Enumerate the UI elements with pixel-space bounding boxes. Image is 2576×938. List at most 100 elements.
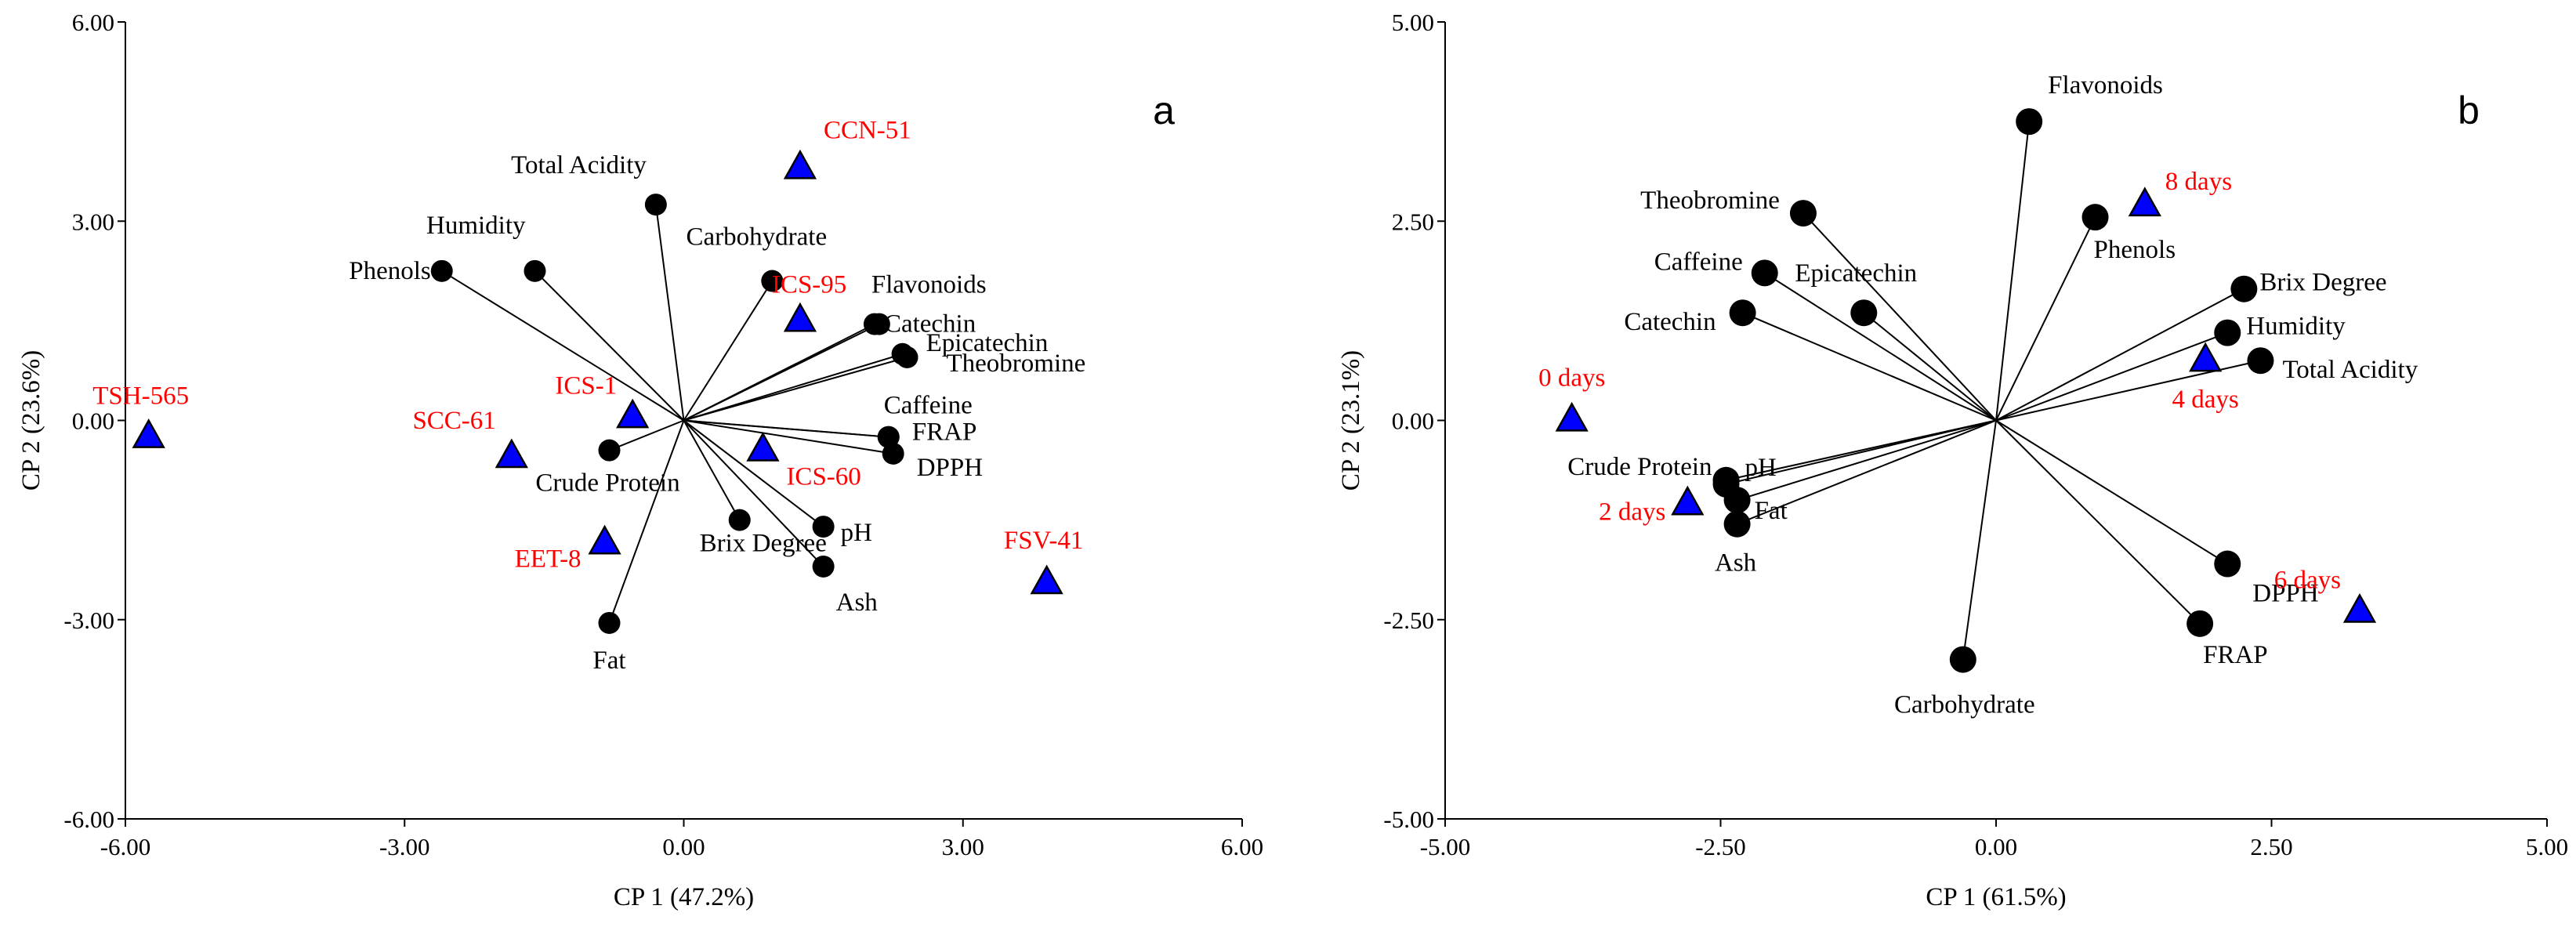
x-tick-label: 6.00 <box>1221 833 1263 860</box>
variable-point-ash <box>812 555 835 578</box>
variable-label-ph: pH <box>841 519 872 547</box>
sample-marker-ccn-51 <box>783 149 817 179</box>
variable-point-fat <box>598 611 621 634</box>
loading-vector-phenols <box>1995 216 2096 421</box>
loading-vector-flavonoids <box>1995 121 2031 421</box>
variable-label-epicatechin: Epicatechin <box>1795 259 1917 288</box>
y-tick-label: 2.50 <box>1392 208 1434 235</box>
variable-label-caffeine: Caffeine <box>1654 248 1743 276</box>
sample-marker-ics-1 <box>616 398 650 429</box>
panel-a: -6.00 -3.00 0.00 3.00 6.00 6.00 3.00 0.00 -3.00 -… <box>17 9 1263 911</box>
variable-label-fat: Fat <box>592 646 625 675</box>
variable-point-catechin <box>863 313 886 335</box>
variable-point-crude-protein <box>598 439 621 462</box>
loading-vector-ash <box>1737 419 1997 525</box>
variable-label-ash: Ash <box>836 589 879 617</box>
loading-vector-brix-degree <box>1995 288 2244 422</box>
loading-vector-total-acidity <box>654 204 685 421</box>
loading-vector-humidity <box>1995 331 2228 422</box>
y-tick-label: -5.00 <box>1383 806 1434 833</box>
sample-marker-fsv-41 <box>1030 564 1063 595</box>
x-axis-title: CP 1 (61.5%) <box>1926 883 2066 911</box>
y-tick-label: -3.00 <box>63 607 114 634</box>
loading-vector-caffeine <box>1764 272 1997 422</box>
sample-label-2-days: 2 days <box>1599 498 1665 526</box>
loading-vector-ash <box>683 419 824 567</box>
variable-point-caffeine <box>1751 259 1778 287</box>
loading-vector-crude-protein <box>609 419 684 451</box>
variable-label-crude-protein: Crude Protein <box>1567 453 1712 481</box>
x-tick-label: 0.00 <box>662 833 705 860</box>
y-tick-label: 3.00 <box>72 208 114 235</box>
variable-label-brix-degree: Brix Degree <box>2259 269 2386 297</box>
loading-vector-epicatechin <box>1863 312 1997 422</box>
loading-vector-carbohydrate <box>683 280 774 422</box>
sample-marker-6-days <box>2342 592 2377 623</box>
variable-label-total-acidity: Total Acidity <box>2282 356 2418 384</box>
loading-vector-fat <box>1737 419 1997 502</box>
variable-point-theobromine <box>1789 200 1817 227</box>
y-tick-label: -6.00 <box>63 806 114 833</box>
variable-label-humidity: Humidity <box>2246 313 2346 341</box>
variable-label-humidity: Humidity <box>426 212 526 240</box>
variable-point-dpph <box>2214 550 2241 578</box>
sample-marker-0-days <box>1555 401 1589 432</box>
variable-point-frap <box>2187 610 2214 637</box>
variable-label-ph: pH <box>1745 454 1777 482</box>
variable-point-brix-degree <box>2230 275 2258 302</box>
variable-point-theobromine <box>896 346 918 368</box>
x-tick-label: -3.00 <box>379 833 430 860</box>
x-tick-label: 2.50 <box>2250 833 2292 860</box>
variable-label-frap: FRAP <box>2203 641 2268 669</box>
sample-marker-eet-8 <box>588 524 621 555</box>
variable-point-ph <box>812 516 835 538</box>
y-tick-label: -2.50 <box>1383 607 1434 634</box>
sample-label-0-days: 0 days <box>1538 364 1605 393</box>
x-axis-title: CP 1 (47.2%) <box>614 883 754 911</box>
x-tick-label: 3.00 <box>942 833 984 860</box>
x-tick-label: -6.00 <box>100 833 151 860</box>
variable-point-carbohydrate <box>761 270 784 292</box>
variable-label-theobromine: Theobromine <box>947 349 1086 378</box>
variable-label-dpph: DPPH <box>2252 580 2318 608</box>
x-tick-label: 5.00 <box>2526 833 2568 860</box>
variable-label-theobromine: Theobromine <box>1640 187 1780 215</box>
variable-label-carbohydrate: Carbohydrate <box>687 223 828 252</box>
y-axis-title: CP 2 (23.1%) <box>1337 350 1365 491</box>
variable-label-carbohydrate: Carbohydrate <box>1894 691 2035 719</box>
variable-point-humidity <box>524 259 546 282</box>
sample-label-ics-95: ICS-95 <box>772 270 846 299</box>
variable-label-epicatechin: Epicatechin <box>926 329 1049 357</box>
variable-point-carbohydrate <box>1949 646 1976 673</box>
variable-point-frap <box>877 426 900 448</box>
variable-point-total-acidity <box>2247 347 2274 375</box>
sample-marker-ics-60 <box>746 431 780 462</box>
variable-label-phenols: Phenols <box>2094 236 2176 264</box>
variable-label-frap: FRAP <box>912 418 977 447</box>
variable-point-brix-degree <box>728 509 751 531</box>
panel-b: -5.00 -2.50 0.00 2.50 5.00 5.00 2.50 0.00 -2.50 -… <box>1337 9 2568 911</box>
loading-vector-dpph <box>683 419 893 455</box>
sample-marker-8-days <box>2128 187 2161 217</box>
variable-label-catechin: Catechin <box>884 310 976 339</box>
variable-point-fat <box>1723 487 1751 514</box>
variable-point-phenols <box>430 259 453 282</box>
sample-marker-tsh-565 <box>132 418 165 448</box>
sample-marker-ics-95 <box>783 302 817 332</box>
y-tick-label: 6.00 <box>72 9 114 36</box>
sample-marker-2-days <box>1671 485 1705 516</box>
loading-vector-frap <box>1995 419 2201 625</box>
sample-label-8-days: 8 days <box>2165 168 2232 196</box>
variable-label-flavonoids: Flavonoids <box>2048 71 2163 100</box>
sample-label-ics-60: ICS-60 <box>786 463 860 491</box>
loading-vector-carbohydrate <box>1962 420 1997 660</box>
variable-point-total-acidity <box>644 194 667 216</box>
variable-point-ash <box>1723 510 1751 538</box>
loading-vector-brix-degree <box>683 420 741 521</box>
loading-vector-crude-protein <box>1726 419 1997 485</box>
variable-label-brix-degree: Brix Degree <box>700 530 827 558</box>
panel-letter: b <box>2458 89 2480 132</box>
variable-label-phenols: Phenols <box>349 257 431 285</box>
